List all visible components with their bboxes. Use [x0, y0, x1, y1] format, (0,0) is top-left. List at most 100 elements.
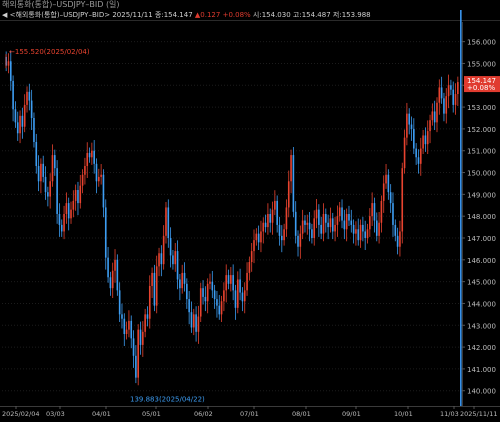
- quote-info-bar: ◀ <해외통화(통합)–USDJPY–BID> 2025/11/11 종:154…: [0, 10, 500, 20]
- candle-down: [109, 277, 112, 289]
- candle-up: [260, 231, 262, 243]
- candle-up: [426, 131, 429, 145]
- candle-down: [264, 222, 267, 228]
- candle-up: [223, 290, 225, 302]
- candle-down: [308, 222, 311, 230]
- candle-down: [362, 224, 364, 232]
- candle-up: [65, 203, 68, 214]
- candle-up: [246, 272, 248, 291]
- price-tag: [464, 76, 500, 93]
- candle-down: [77, 190, 79, 204]
- candle-down: [433, 111, 436, 123]
- candle-up: [74, 190, 77, 201]
- candle-up: [19, 115, 21, 134]
- y-tick-label: 148.000: [467, 213, 496, 221]
- candle-up: [165, 207, 167, 236]
- candle-up: [220, 301, 223, 315]
- candle-down: [278, 224, 281, 236]
- candle-up: [454, 94, 457, 105]
- y-tick-label: 144.000: [467, 300, 496, 308]
- candle-down: [213, 290, 216, 300]
- candle-up: [371, 203, 373, 217]
- candle-up: [290, 155, 292, 182]
- candle-up: [128, 320, 130, 330]
- candle-up: [155, 266, 158, 306]
- candle-up: [125, 329, 128, 334]
- candle-down: [415, 148, 417, 158]
- candle-down: [392, 203, 394, 225]
- candle-down: [202, 288, 204, 297]
- high-price: 고:154.487: [292, 11, 331, 19]
- candle-down: [139, 329, 142, 345]
- candle-up: [236, 279, 239, 308]
- candle-down: [35, 142, 38, 166]
- candle-up: [81, 174, 84, 186]
- candle-up: [271, 209, 274, 223]
- candle-down: [239, 279, 241, 293]
- candle-up: [422, 135, 424, 149]
- y-tick-label: 143.000: [467, 322, 496, 330]
- window-title: 해외통화(통합)–USDJPY–BID (일): [2, 0, 120, 9]
- x-axis: 2025/02/04 03/03 04/01 05/01 06/02 07/01 08/01…: [2, 406, 497, 418]
- x-tick-label: 03/03: [46, 410, 65, 418]
- candle-down: [394, 224, 397, 236]
- collapse-arrow-icon[interactable]: ◀: [2, 11, 8, 19]
- candle-down: [116, 259, 119, 291]
- candle-down: [350, 220, 353, 225]
- candle-down: [153, 272, 156, 306]
- candle-up: [287, 181, 290, 208]
- candle-down: [364, 231, 366, 238]
- price-tag-change: +0.08%: [467, 84, 495, 92]
- candle-down: [21, 115, 24, 127]
- candle-down: [186, 283, 188, 300]
- candle-up: [206, 283, 209, 302]
- candle-up: [457, 82, 459, 94]
- candle-down: [176, 251, 179, 280]
- candle-up: [79, 185, 82, 204]
- y-axis: 140.000 141.000 142.000 143.000 144.000 145.0…: [462, 39, 500, 396]
- candle-down: [424, 135, 427, 145]
- x-tick-label: 08/01: [292, 410, 311, 418]
- candle-up: [378, 222, 380, 236]
- candle-down: [56, 168, 58, 214]
- candle-up: [40, 163, 42, 182]
- candle-up: [385, 174, 387, 184]
- candle-down: [311, 229, 313, 238]
- candle-up: [63, 214, 65, 232]
- candle-up: [403, 137, 406, 169]
- candle-down: [195, 314, 197, 332]
- candle-down: [190, 312, 193, 328]
- candle-up: [199, 288, 202, 317]
- candle-down: [450, 85, 452, 90]
- candle-up: [49, 181, 51, 197]
- candle-up: [84, 166, 86, 175]
- annotations: ←155.520(2025/02/04) 139.883(2025/04/22): [5, 10, 462, 406]
- candle-up: [243, 290, 246, 302]
- y-tick-label: 151.000: [467, 148, 496, 156]
- candle-up: [72, 200, 75, 210]
- candle-up: [23, 104, 26, 127]
- candle-down: [304, 220, 306, 225]
- candle-up: [445, 96, 448, 114]
- candle-up: [267, 214, 269, 228]
- x-tick-label: 2025/02/04: [2, 410, 39, 418]
- candle-down: [343, 220, 346, 230]
- candle-down: [269, 214, 272, 223]
- candle-up: [70, 209, 72, 219]
- candle-up: [100, 174, 102, 177]
- candle-down: [130, 320, 133, 339]
- candle-down: [118, 290, 121, 315]
- y-tick-label: 150.000: [467, 170, 496, 178]
- candle-down: [341, 207, 343, 221]
- x-tick-label: 09/01: [342, 410, 361, 418]
- y-tick-label: 147.000: [467, 235, 496, 243]
- candle-down: [413, 128, 415, 149]
- candle-up: [144, 314, 146, 332]
- y-tick-label: 145.000: [467, 279, 496, 287]
- candle-down: [331, 218, 334, 232]
- high-annotation: ←155.520(2025/02/04): [9, 48, 90, 56]
- candle-up: [137, 329, 139, 378]
- candle-up: [355, 229, 357, 234]
- candle-down: [357, 229, 360, 241]
